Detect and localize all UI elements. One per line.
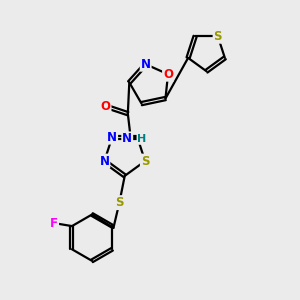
Text: S: S (115, 196, 124, 209)
Text: O: O (163, 68, 173, 81)
Text: S: S (141, 154, 149, 168)
Text: S: S (214, 30, 222, 43)
Text: N: N (107, 130, 117, 144)
Text: N: N (141, 58, 151, 71)
Text: F: F (50, 217, 58, 230)
Text: O: O (100, 100, 110, 113)
Text: N: N (99, 154, 110, 168)
Text: N: N (122, 132, 132, 146)
Text: H: H (137, 134, 147, 144)
